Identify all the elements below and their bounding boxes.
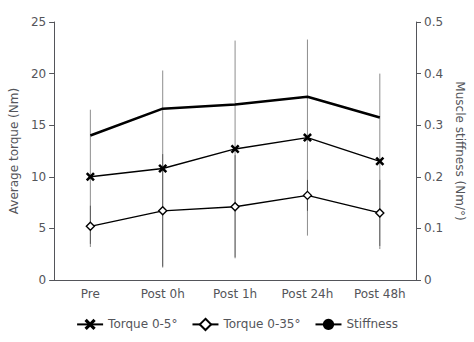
- svg-text:Post 1h: Post 1h: [213, 287, 257, 301]
- svg-text:0.2: 0.2: [424, 170, 443, 184]
- svg-text:Post 48h: Post 48h: [354, 287, 406, 301]
- svg-text:0.4: 0.4: [424, 67, 443, 81]
- svg-text:0: 0: [424, 273, 432, 287]
- svg-text:25: 25: [31, 15, 46, 29]
- svg-text:Torque 0-5°: Torque 0-5°: [107, 317, 177, 331]
- svg-text:10: 10: [31, 170, 46, 184]
- svg-text:5: 5: [39, 221, 47, 235]
- svg-text:0.5: 0.5: [424, 15, 443, 29]
- svg-text:0: 0: [39, 273, 47, 287]
- svg-text:Torque 0-35°: Torque 0-35°: [222, 317, 300, 331]
- svg-text:Pre: Pre: [81, 287, 100, 301]
- svg-text:Post 24h: Post 24h: [282, 287, 334, 301]
- svg-text:20: 20: [31, 67, 46, 81]
- svg-text:Post 0h: Post 0h: [141, 287, 185, 301]
- svg-text:0.3: 0.3: [424, 118, 443, 132]
- svg-text:15: 15: [31, 118, 46, 132]
- svg-text:Average torque (Nm): Average torque (Nm): [7, 88, 21, 214]
- svg-text:0.1: 0.1: [424, 221, 443, 235]
- svg-text:Muscle stiffness (Nm/°): Muscle stiffness (Nm/°): [453, 81, 467, 220]
- svg-text:Stiffness: Stiffness: [346, 317, 397, 331]
